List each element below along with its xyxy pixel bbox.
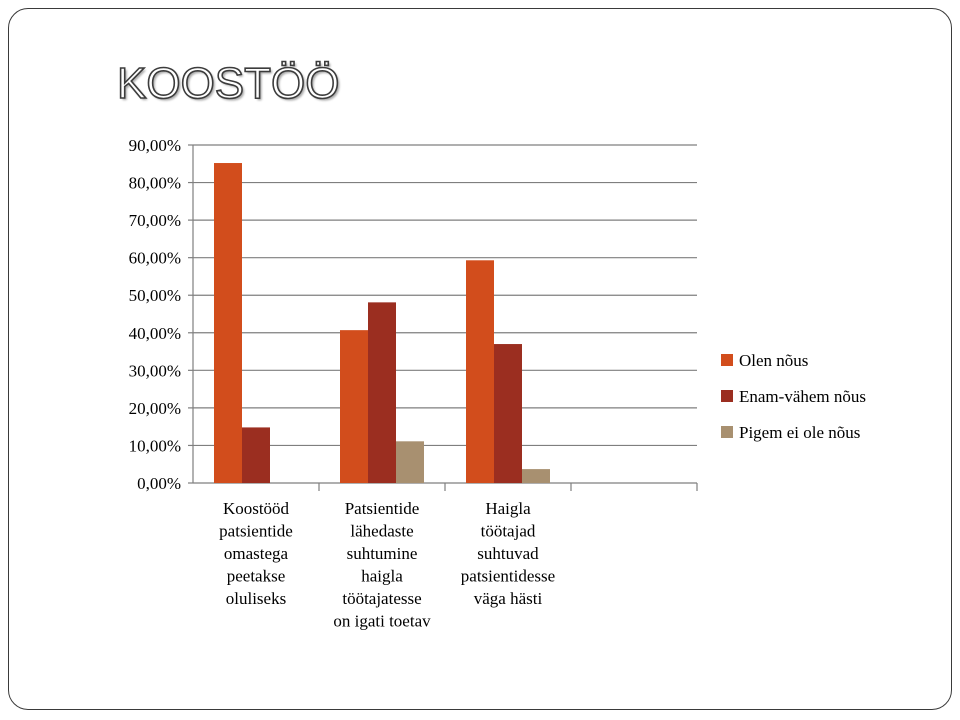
x-category-label: suhtumine: [347, 544, 418, 563]
x-category-label: Haigla: [485, 499, 531, 518]
bar-pigem-ei-ole-n-us-2: [522, 469, 550, 483]
legend-swatch: [721, 390, 733, 402]
bar-enam-v-hem-n-us-2: [494, 344, 522, 483]
x-category-label: omastega: [224, 544, 289, 563]
bar-enam-v-hem-n-us-1: [368, 302, 396, 483]
y-tick-label: 80,00%: [129, 174, 181, 193]
legend-label: Enam-vähem nõus: [739, 387, 866, 406]
legend: Olen nõus Enam-vähem nõus Pigem ei ole nõu…: [721, 351, 866, 442]
axes: [188, 144, 698, 491]
x-category-label: patsientidesse: [461, 567, 555, 586]
x-category-label: Koostööd: [223, 499, 290, 518]
y-tick-label: 90,00%: [129, 136, 181, 155]
y-tick-label: 20,00%: [129, 399, 181, 418]
legend-swatch: [721, 354, 733, 366]
x-category-label: töötajad: [481, 522, 536, 541]
x-category-label: lähedaste: [350, 522, 413, 541]
y-tick-label: 50,00%: [129, 286, 181, 305]
bar-enam-v-hem-n-us-0: [242, 427, 270, 483]
slide-title: KOOSTÖÖ: [116, 58, 340, 109]
bar-olen-n-us-0: [214, 163, 242, 483]
y-tick-label: 10,00%: [129, 436, 181, 455]
x-category-label: väga hästi: [474, 589, 543, 608]
x-category-label: suhtuvad: [477, 544, 539, 563]
bar-pigem-ei-ole-n-us-1: [396, 441, 424, 483]
x-category-label: haigla: [361, 567, 403, 586]
y-tick-label: 60,00%: [129, 249, 181, 268]
x-category-label: peetakse: [227, 567, 286, 586]
bars: [214, 163, 550, 483]
x-category-label: on igati toetav: [333, 612, 431, 631]
x-category-label: töötajatesse: [342, 589, 421, 608]
y-axis-tick-labels: 0,00% 10,00% 20,00% 30,00% 40,00% 50,00% 60,00…: [129, 136, 181, 493]
legend-swatch: [721, 426, 733, 438]
y-tick-label: 40,00%: [129, 324, 181, 343]
x-axis-category-labels: Koostööd patsientide omastega peetakse oluli…: [219, 499, 555, 631]
x-category-label: Patsientide: [345, 499, 420, 518]
y-tick-label: 70,00%: [129, 211, 181, 230]
legend-label: Olen nõus: [739, 351, 808, 370]
bar-olen-n-us-2: [466, 260, 494, 483]
y-tick-label: 0,00%: [137, 474, 181, 493]
x-category-label: oluliseks: [226, 589, 286, 608]
gridlines: [193, 144, 697, 447]
y-tick-label: 30,00%: [129, 361, 181, 380]
x-category-label: patsientide: [219, 522, 293, 541]
legend-label: Pigem ei ole nõus: [739, 423, 860, 442]
bar-olen-n-us-1: [340, 330, 368, 483]
